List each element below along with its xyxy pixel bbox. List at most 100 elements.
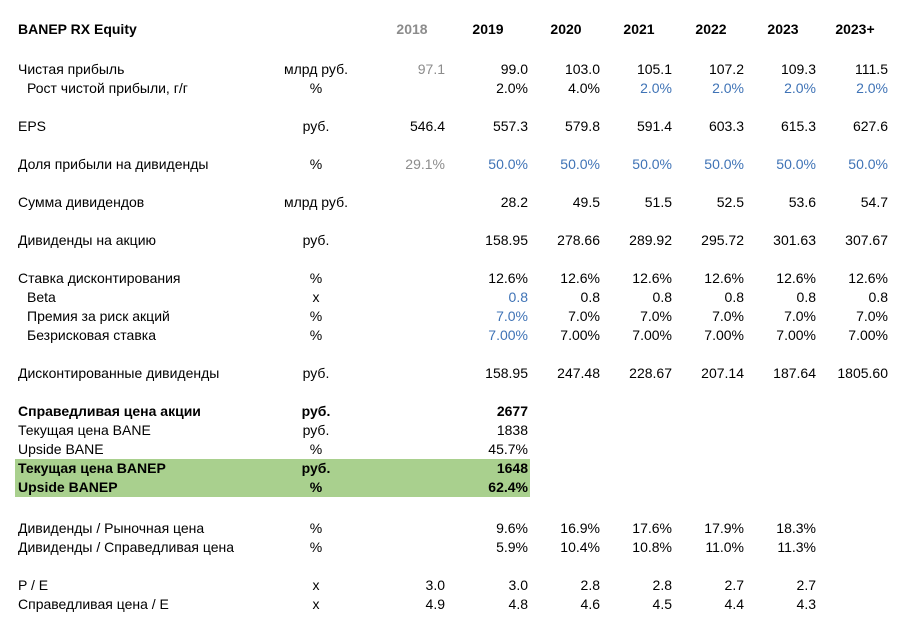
row-pe: P / E x 3.0 3.0 2.8 2.8 2.7 2.7	[0, 576, 906, 595]
row-label: Премия за риск акций	[27, 308, 170, 324]
row-unit: руб.	[302, 422, 330, 438]
cell: 1805.60	[837, 365, 888, 381]
row-label: Безрисковая ставка	[27, 327, 156, 343]
row-upside-banep: Upside BANEP % 62.4%	[0, 478, 906, 497]
cell: 50.0%	[632, 156, 672, 172]
row-unit: %	[309, 308, 323, 324]
cell: 603.3	[708, 118, 744, 134]
cell: 103.0	[564, 61, 600, 77]
cell: 1838	[496, 422, 528, 438]
row-dividends-total: Сумма дивидендов млрд руб. 28.2 49.5 51.…	[0, 193, 906, 212]
cell: 158.95	[485, 365, 528, 381]
row-label: Дисконтированные дивиденды	[18, 365, 220, 381]
row-label: Upside BANEP	[18, 479, 118, 495]
cell: 301.63	[773, 232, 816, 248]
cell: 4.9	[425, 596, 445, 612]
cell: 4.4	[724, 596, 744, 612]
row-unit: руб.	[301, 403, 331, 419]
row-fair-pe: Справедливая цена / E x 4.9 4.8 4.6 4.5 …	[0, 595, 906, 614]
cell: 187.64	[773, 365, 816, 381]
row-equity-risk-premium: Премия за риск акций % 7.0% 7.0% 7.0% 7.…	[0, 307, 906, 326]
cell: 7.0%	[568, 308, 600, 324]
cell: 12.6%	[704, 270, 744, 286]
row-unit: %	[309, 441, 323, 457]
row-price-bane: Текущая цена BANE руб. 1838	[0, 421, 906, 440]
sheet-title: BANEP RX Equity	[18, 21, 137, 37]
cell: 0.8	[724, 289, 744, 305]
cell: 0.8	[652, 289, 672, 305]
row-unit: %	[309, 539, 323, 555]
cell: 2.7	[796, 577, 816, 593]
row-discount-rate: Ставка дисконтирования % 12.6% 12.6% 12.…	[0, 269, 906, 288]
row-label: Beta	[27, 289, 56, 305]
row-unit: млрд руб.	[283, 194, 348, 210]
year-header: 2023	[767, 21, 799, 37]
cell: 7.00%	[560, 327, 600, 343]
cell: 7.0%	[640, 308, 672, 324]
year-header: 2021	[623, 21, 655, 37]
year-header: 2019	[472, 21, 504, 37]
cell: 7.0%	[856, 308, 888, 324]
row-div-market-price: Дивиденды / Рыночная цена % 9.6% 16.9% 1…	[0, 519, 906, 538]
cell: 12.6%	[488, 270, 528, 286]
cell: 2.0%	[784, 80, 816, 96]
row-payout-ratio: Доля прибыли на дивиденды % 29.1% 50.0% …	[0, 155, 906, 174]
cell: 7.0%	[784, 308, 816, 324]
cell: 557.3	[492, 118, 528, 134]
cell: 5.9%	[496, 539, 528, 555]
row-unit: руб.	[301, 460, 331, 476]
cell: 109.3	[780, 61, 816, 77]
year-header: 2022	[695, 21, 727, 37]
highlight-band	[15, 459, 530, 497]
cell: 627.6	[852, 118, 888, 134]
row-unit: %	[309, 327, 323, 343]
cell: 7.00%	[848, 327, 888, 343]
cell: 54.7	[860, 194, 888, 210]
cell: 579.8	[564, 118, 600, 134]
year-header: 2018	[396, 21, 428, 37]
cell: 11.3%	[777, 539, 816, 555]
cell: 591.4	[636, 118, 672, 134]
cell: 0.8	[796, 289, 816, 305]
row-unit: x	[312, 289, 320, 305]
cell: 158.95	[485, 232, 528, 248]
row-label: Справедливая цена акции	[18, 403, 201, 419]
cell: 0.8	[868, 289, 888, 305]
row-unit: %	[309, 156, 323, 172]
row-label: Текущая цена BANE	[18, 422, 151, 438]
cell: 45.7%	[488, 441, 528, 457]
cell: 12.6%	[632, 270, 672, 286]
row-unit: %	[309, 520, 323, 536]
cell: 51.5	[644, 194, 672, 210]
cell: 2.0%	[856, 80, 888, 96]
cell: 228.67	[629, 365, 672, 381]
row-unit: руб.	[302, 365, 330, 381]
cell: 7.00%	[632, 327, 672, 343]
row-label: Доля прибыли на дивиденды	[18, 156, 209, 172]
row-label: Рост чистой прибыли, г/г	[27, 80, 188, 96]
cell: 289.92	[629, 232, 672, 248]
cell: 615.3	[780, 118, 816, 134]
cell: 1648	[496, 460, 528, 476]
row-price-banep: Текущая цена BANEP руб. 1648	[0, 459, 906, 478]
cell: 7.0%	[712, 308, 744, 324]
cell: 16.9%	[560, 520, 600, 536]
cell: 50.0%	[848, 156, 888, 172]
cell: 2.0%	[712, 80, 744, 96]
cell: 4.0%	[568, 80, 600, 96]
cell: 2677	[496, 403, 528, 419]
cell: 10.4%	[560, 539, 600, 555]
cell: 7.00%	[776, 327, 816, 343]
cell: 4.3	[796, 596, 816, 612]
cell: 17.6%	[632, 520, 672, 536]
row-label: Upside BANE	[18, 441, 104, 457]
cell: 546.4	[409, 118, 445, 134]
cell: 107.2	[708, 61, 744, 77]
cell: 3.0	[425, 577, 445, 593]
cell: 99.0	[500, 61, 528, 77]
cell: 17.9%	[704, 520, 744, 536]
cell: 7.0%	[496, 308, 528, 324]
row-label: Дивиденды / Рыночная цена	[18, 520, 205, 536]
cell: 50.0%	[560, 156, 600, 172]
cell: 0.8	[508, 289, 528, 305]
